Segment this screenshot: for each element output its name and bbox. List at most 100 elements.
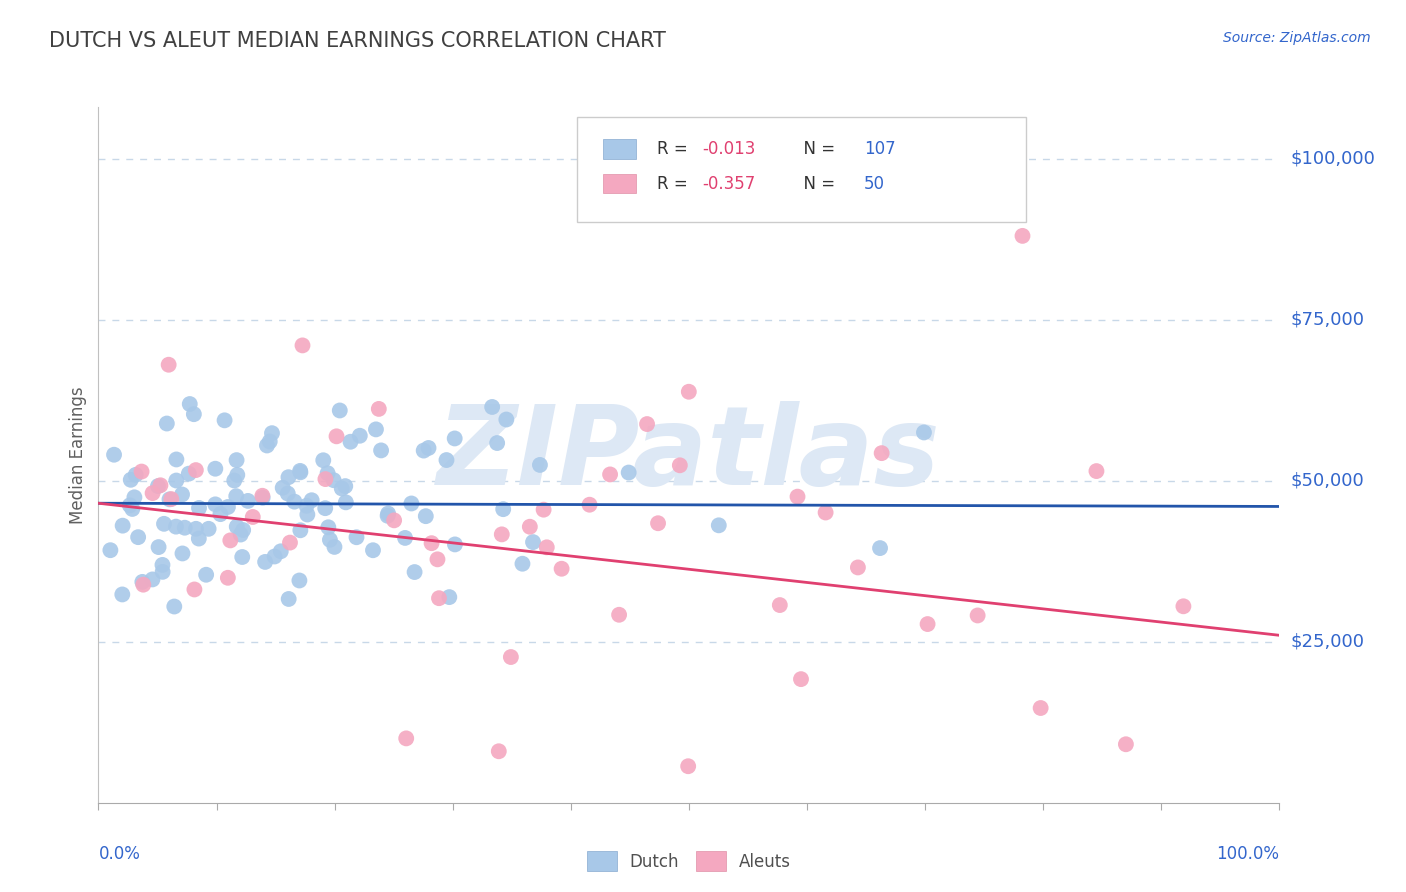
Point bbox=[288, 574, 311, 588]
Point bbox=[318, 520, 340, 534]
Text: -0.013: -0.013 bbox=[702, 140, 755, 158]
Point bbox=[252, 489, 274, 503]
Point bbox=[349, 429, 371, 443]
Point bbox=[1173, 599, 1195, 614]
Point bbox=[846, 560, 869, 574]
Point bbox=[290, 523, 312, 537]
Point bbox=[443, 432, 465, 446]
Point bbox=[491, 527, 513, 541]
Text: $25,000: $25,000 bbox=[1291, 632, 1365, 651]
Point bbox=[270, 544, 292, 558]
Point bbox=[277, 591, 299, 606]
Point bbox=[394, 531, 416, 545]
Point bbox=[231, 549, 253, 564]
Text: -0.357: -0.357 bbox=[702, 175, 755, 193]
Point bbox=[439, 590, 461, 604]
Point bbox=[173, 521, 195, 535]
Text: 107: 107 bbox=[863, 140, 896, 158]
Point bbox=[142, 486, 165, 500]
Point bbox=[124, 467, 146, 482]
Point bbox=[512, 557, 534, 571]
Point bbox=[319, 533, 342, 547]
Point bbox=[647, 516, 669, 531]
Point bbox=[361, 543, 384, 558]
Point bbox=[232, 523, 254, 537]
Point bbox=[314, 501, 336, 516]
Point bbox=[617, 466, 640, 480]
Point bbox=[486, 436, 509, 450]
Point bbox=[297, 508, 319, 522]
Point bbox=[325, 429, 347, 443]
Point bbox=[599, 467, 621, 482]
Point bbox=[814, 506, 837, 520]
Point bbox=[288, 464, 311, 478]
Point bbox=[197, 522, 219, 536]
Point bbox=[141, 573, 163, 587]
Point bbox=[426, 552, 449, 566]
Point bbox=[444, 537, 467, 551]
Text: 100.0%: 100.0% bbox=[1216, 845, 1279, 863]
Point bbox=[229, 527, 252, 541]
Point bbox=[156, 417, 179, 431]
Point bbox=[131, 574, 153, 589]
Point bbox=[1011, 228, 1033, 243]
Point bbox=[132, 577, 155, 591]
Point bbox=[912, 425, 935, 440]
Point bbox=[195, 567, 218, 582]
Point bbox=[148, 540, 170, 554]
Point bbox=[481, 400, 503, 414]
Text: DUTCH VS ALEUT MEDIAN EARNINGS CORRELATION CHART: DUTCH VS ALEUT MEDIAN EARNINGS CORRELATI… bbox=[49, 31, 666, 51]
Point bbox=[1085, 464, 1108, 478]
Point bbox=[364, 422, 387, 436]
Point bbox=[322, 473, 344, 487]
Point bbox=[165, 519, 187, 533]
Text: R =: R = bbox=[657, 140, 693, 158]
Point bbox=[165, 452, 187, 467]
Point bbox=[183, 582, 205, 597]
Point bbox=[124, 491, 146, 505]
Point bbox=[256, 438, 278, 452]
Point bbox=[495, 412, 517, 426]
Point bbox=[312, 453, 335, 467]
Point bbox=[120, 473, 142, 487]
Point bbox=[121, 502, 143, 516]
Point bbox=[323, 540, 346, 554]
Point bbox=[335, 479, 357, 493]
Point bbox=[412, 443, 434, 458]
Point bbox=[103, 448, 125, 462]
Point bbox=[330, 482, 353, 496]
Point bbox=[669, 458, 692, 473]
Point bbox=[204, 497, 226, 511]
Point bbox=[578, 498, 600, 512]
Point bbox=[395, 731, 418, 746]
Point bbox=[242, 510, 264, 524]
Point bbox=[224, 474, 246, 488]
Point bbox=[346, 530, 368, 544]
Point bbox=[966, 608, 988, 623]
Point bbox=[367, 401, 389, 416]
Point bbox=[418, 441, 440, 455]
Point bbox=[869, 541, 891, 555]
Point bbox=[291, 338, 314, 352]
Point bbox=[127, 530, 149, 544]
Point bbox=[100, 543, 122, 558]
FancyBboxPatch shape bbox=[603, 174, 636, 194]
Point bbox=[377, 508, 399, 523]
Point bbox=[370, 443, 392, 458]
Legend: Dutch, Aleuts: Dutch, Aleuts bbox=[579, 845, 799, 878]
Text: 50: 50 bbox=[863, 175, 884, 193]
Point bbox=[278, 535, 301, 549]
Point bbox=[271, 481, 294, 495]
Point bbox=[786, 490, 808, 504]
Point bbox=[382, 513, 405, 527]
Point bbox=[184, 463, 207, 477]
Point bbox=[225, 453, 247, 467]
Point bbox=[377, 507, 399, 521]
Point bbox=[226, 467, 249, 482]
Point bbox=[522, 535, 544, 549]
FancyBboxPatch shape bbox=[576, 118, 1025, 222]
Point bbox=[152, 558, 174, 572]
Point bbox=[111, 587, 134, 601]
Text: Source: ZipAtlas.com: Source: ZipAtlas.com bbox=[1223, 31, 1371, 45]
Point bbox=[301, 493, 323, 508]
